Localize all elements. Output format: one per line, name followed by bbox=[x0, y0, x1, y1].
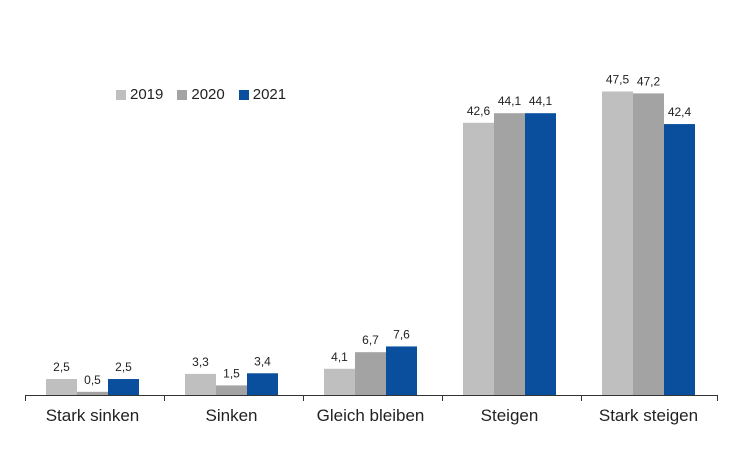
bar-2020-1 bbox=[216, 385, 247, 395]
legend-swatch-2020 bbox=[177, 89, 188, 100]
category-label-1: Sinken bbox=[206, 406, 258, 425]
legend: 2019 2020 2021 bbox=[116, 86, 300, 103]
legend-swatch-2021 bbox=[238, 89, 249, 100]
legend-item-2020: 2020 bbox=[177, 86, 225, 103]
legend-label-2021: 2021 bbox=[252, 86, 287, 103]
data-label-2021-1: 3,4 bbox=[254, 354, 271, 368]
data-label-2020-3: 44,1 bbox=[498, 94, 522, 108]
legend-label-2019: 2019 bbox=[130, 86, 164, 103]
data-label-2019-4: 47,5 bbox=[606, 72, 630, 86]
bar-2021-2 bbox=[386, 346, 417, 395]
data-label-2020-4: 47,2 bbox=[637, 74, 661, 88]
data-label-2020-0: 0,5 bbox=[84, 373, 101, 387]
category-label-3: Steigen bbox=[481, 406, 539, 425]
data-label-2019-3: 42,6 bbox=[467, 104, 491, 118]
bar-2020-0 bbox=[77, 391, 108, 395]
bar-2019-2 bbox=[324, 368, 355, 395]
bar-2020-4 bbox=[633, 93, 664, 395]
data-label-2021-4: 42,4 bbox=[668, 105, 692, 119]
bar-2021-3 bbox=[525, 113, 556, 396]
data-label-2020-2: 6,7 bbox=[362, 333, 379, 347]
bar-2019-4 bbox=[602, 91, 633, 395]
bar-2020-3 bbox=[494, 113, 525, 396]
bar-2019-1 bbox=[185, 373, 216, 395]
category-label-2: Gleich bleiben bbox=[317, 406, 425, 425]
bar-2019-3 bbox=[463, 122, 494, 395]
category-label-4: Stark steigen bbox=[599, 406, 698, 425]
bar-2021-1 bbox=[247, 373, 278, 395]
legend-item-2021: 2021 bbox=[238, 86, 287, 103]
legend-swatch-2019 bbox=[116, 89, 126, 100]
bar-2021-0 bbox=[108, 379, 139, 395]
data-label-2020-1: 1,5 bbox=[223, 366, 240, 380]
data-label-2019-0: 2,5 bbox=[53, 360, 70, 374]
bar-2020-2 bbox=[355, 352, 386, 395]
data-label-2021-2: 7,6 bbox=[393, 327, 410, 341]
bar-2019-0 bbox=[46, 379, 77, 395]
data-label-2021-3: 44,1 bbox=[529, 94, 553, 108]
legend-item-2019: 2019 bbox=[116, 86, 163, 103]
data-label-2019-2: 4,1 bbox=[331, 350, 348, 364]
data-label-2021-0: 2,5 bbox=[115, 360, 132, 374]
bar-2021-4 bbox=[664, 124, 695, 396]
legend-label-2020: 2020 bbox=[191, 86, 225, 103]
category-label-0: Stark sinken bbox=[46, 406, 140, 425]
data-label-2019-1: 3,3 bbox=[192, 355, 209, 369]
